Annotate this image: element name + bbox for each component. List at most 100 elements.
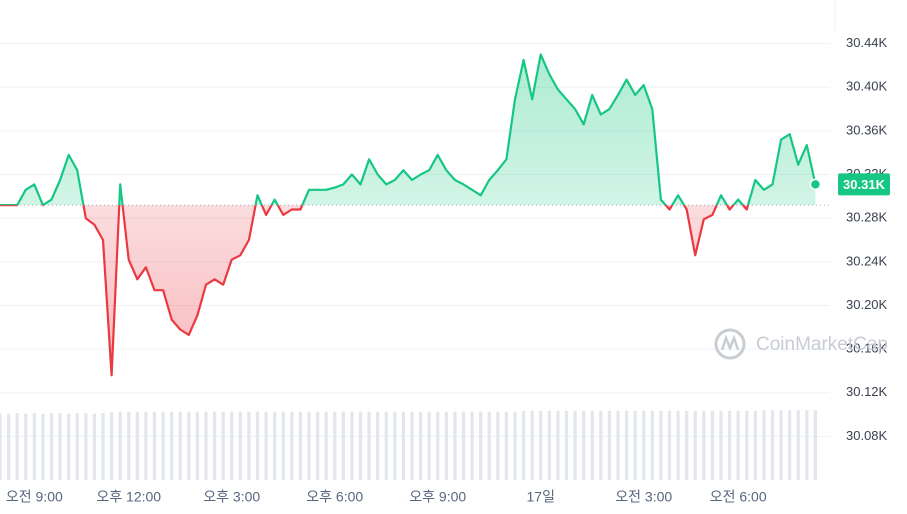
volume-bar — [170, 411, 174, 480]
area-down — [0, 205, 816, 376]
volume-bar — [650, 410, 654, 480]
volume-bar — [333, 411, 337, 480]
volume-bar — [24, 413, 28, 480]
volume-bar — [367, 411, 371, 480]
volume-bar — [796, 410, 800, 480]
volume-bar — [624, 410, 629, 480]
volume-bar — [788, 410, 792, 480]
volume-bar — [659, 410, 663, 480]
volume-bar — [324, 411, 328, 480]
volume-bar — [384, 411, 388, 480]
x-tick-label: 오전 3:00 — [615, 489, 672, 505]
volume-bar — [58, 413, 62, 480]
volume-bar — [393, 411, 397, 480]
volume-bar — [736, 410, 740, 480]
volume-bar — [521, 410, 526, 480]
volume-bar — [710, 410, 715, 480]
volume-bar — [401, 411, 406, 480]
volume-bar — [779, 410, 783, 480]
volume-bar — [307, 411, 311, 480]
volume-bar — [273, 411, 277, 480]
volume-bar — [144, 411, 148, 480]
volume-bar — [290, 411, 294, 480]
volume-bar — [813, 410, 818, 480]
volume-bar — [805, 410, 809, 480]
volume-bar — [676, 410, 680, 480]
x-tick-label: 오후 6:00 — [306, 489, 363, 505]
volume-bar — [84, 413, 88, 480]
volume-bar — [49, 413, 54, 480]
volume-bar — [41, 413, 45, 480]
volume-bar — [92, 413, 97, 480]
volume-bar — [642, 410, 646, 480]
volume-bar — [341, 411, 345, 480]
current-price-label: 30.31K — [843, 177, 886, 192]
volume-bar — [109, 412, 114, 480]
volume-bar — [504, 411, 509, 480]
volume-bar — [264, 411, 268, 480]
y-tick-label: 30.12K — [846, 384, 888, 399]
volume-bar — [281, 411, 285, 480]
volume-bar — [582, 410, 586, 480]
volume-bar — [461, 411, 466, 480]
x-tick-label: 오전 6:00 — [710, 489, 767, 505]
volume-bar — [418, 411, 423, 480]
volume-bar — [221, 411, 225, 480]
volume-bar — [479, 411, 483, 480]
volume-bar — [770, 410, 775, 480]
volume-bar — [444, 411, 448, 480]
x-tick-label: 오후 12:00 — [96, 489, 161, 505]
volume-bar — [513, 411, 517, 480]
volume-bar — [685, 410, 689, 480]
volume-bar — [633, 410, 637, 480]
volume-bar — [427, 411, 431, 480]
volume-bar — [376, 411, 380, 480]
volume-bar — [75, 413, 79, 480]
y-tick-label: 30.08K — [846, 428, 888, 443]
watermark-text: CoinMarketCap — [756, 334, 888, 355]
volume-bar — [247, 411, 251, 480]
y-tick-label: 30.20K — [846, 297, 888, 312]
volume-bar — [702, 410, 706, 480]
volume-bar — [762, 410, 766, 480]
volume-bar — [204, 411, 208, 480]
volume-bar — [32, 413, 36, 480]
volume-bar — [753, 410, 757, 480]
volume-bar — [547, 410, 551, 480]
x-tick-label: 오전 9:00 — [6, 489, 63, 505]
x-tick-label: 오후 9:00 — [409, 489, 466, 505]
volume-bar — [195, 411, 200, 480]
volume-bar — [212, 411, 217, 480]
y-tick-label: 30.28K — [846, 210, 888, 225]
volume-bar — [161, 411, 165, 480]
x-tick-label: 오후 3:00 — [203, 489, 260, 505]
volume-bar — [436, 411, 440, 480]
volume-bar — [238, 411, 242, 480]
volume-bar — [607, 410, 612, 480]
volume-bar — [496, 411, 500, 480]
volume-bar — [564, 410, 569, 480]
volume-bar — [719, 410, 723, 480]
volume-bar — [67, 413, 71, 480]
volume-bar — [573, 410, 577, 480]
volume-bar — [298, 411, 303, 480]
price-line-up — [0, 53, 817, 206]
volume-bar — [135, 411, 139, 480]
volume-bar — [15, 413, 19, 480]
volume-bar — [693, 410, 697, 480]
volume-bar — [152, 411, 157, 480]
volume-bar — [315, 411, 320, 480]
volume-bar — [230, 411, 234, 480]
y-tick-label: 30.44K — [846, 35, 888, 50]
volume-bar — [6, 413, 11, 480]
volume-bar — [556, 410, 560, 480]
x-tick-label: 17일 — [527, 489, 555, 505]
volume-bar — [530, 410, 534, 480]
volume-bar — [255, 411, 260, 480]
volume-bar — [667, 410, 672, 480]
volume-bar — [745, 410, 749, 480]
y-tick-label: 30.36K — [846, 122, 888, 137]
last-point — [809, 178, 822, 191]
volume-bar — [118, 411, 122, 480]
volume-bar — [127, 411, 131, 480]
